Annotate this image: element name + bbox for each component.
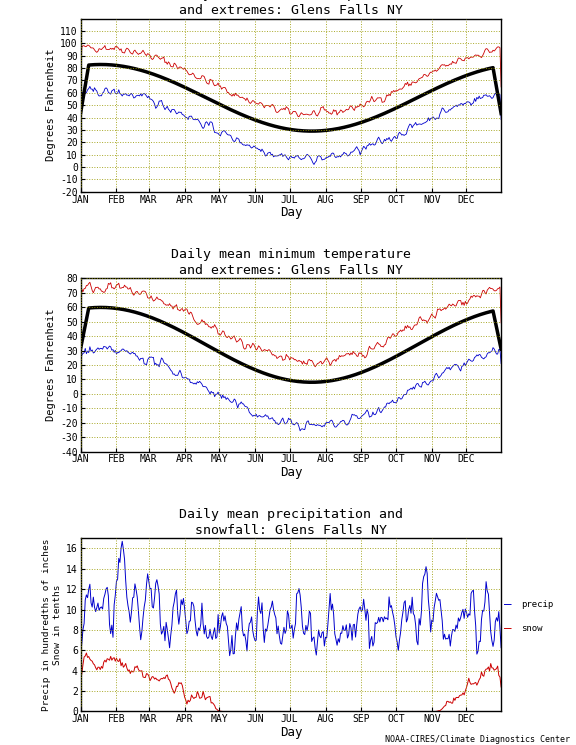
Text: snow: snow xyxy=(521,624,543,633)
X-axis label: Day: Day xyxy=(279,466,302,479)
Title: Daily mean maximum temperature
and extremes: Glens Falls NY: Daily mean maximum temperature and extre… xyxy=(171,0,411,17)
Text: precip: precip xyxy=(521,600,554,609)
X-axis label: Day: Day xyxy=(279,726,302,738)
X-axis label: Day: Day xyxy=(279,206,302,219)
Title: Daily mean precipitation and
snowfall: Glens Falls NY: Daily mean precipitation and snowfall: G… xyxy=(179,507,403,537)
Text: —: — xyxy=(504,597,511,611)
Y-axis label: Precip in hundredths of inches
Snow in tenths: Precip in hundredths of inches Snow in t… xyxy=(42,539,62,711)
Y-axis label: Degrees Fahrenheit: Degrees Fahrenheit xyxy=(46,49,56,162)
Title: Daily mean minimum temperature
and extremes: Glens Falls NY: Daily mean minimum temperature and extre… xyxy=(171,248,411,277)
Y-axis label: Degrees Fahrenheit: Degrees Fahrenheit xyxy=(46,308,56,422)
Text: —: — xyxy=(504,622,511,635)
Text: NOAA-CIRES/Climate Diagnostics Center: NOAA-CIRES/Climate Diagnostics Center xyxy=(385,735,570,744)
